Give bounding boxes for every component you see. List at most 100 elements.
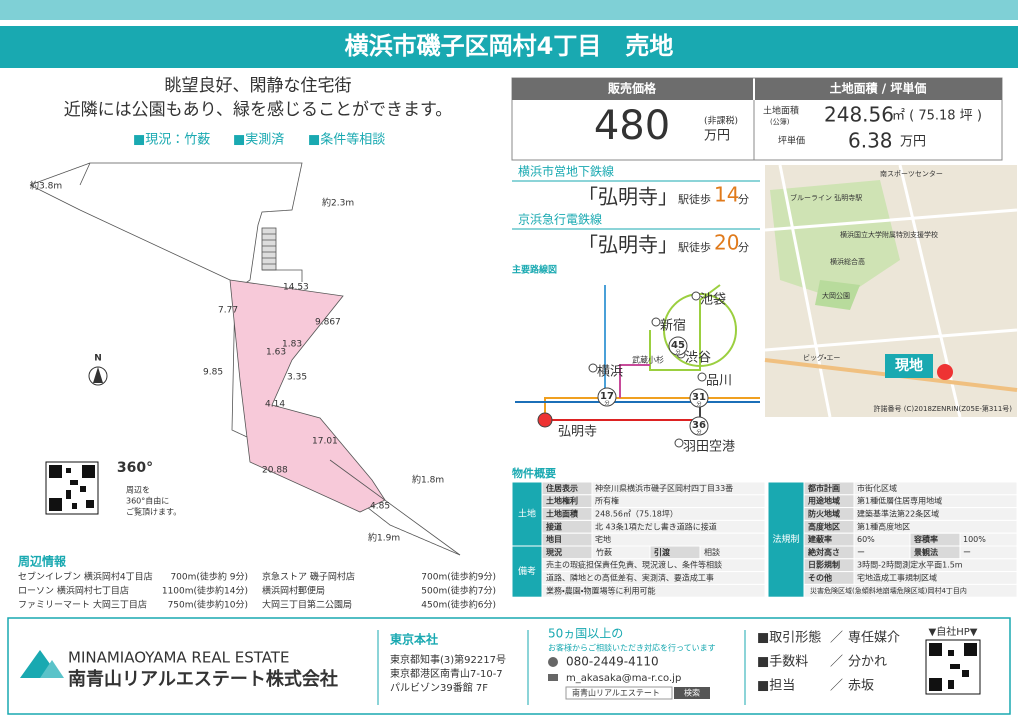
- term-label: ■手数料: [757, 655, 808, 670]
- time-badge: [689, 388, 709, 408]
- station-name: 武蔵小杉: [632, 355, 664, 365]
- tag: ■現況：竹薮: [133, 133, 210, 148]
- price-unit: 万円: [704, 129, 730, 144]
- price-header: 販売価格: [607, 81, 657, 96]
- term-sep: ／: [830, 631, 843, 646]
- station-dot: [651, 317, 661, 327]
- row-label: 防火地域: [808, 509, 840, 519]
- tag: ■実測済: [233, 132, 284, 148]
- area-label: 土地面積: [763, 105, 799, 117]
- 360-text: ご覧頂けます。: [126, 507, 181, 517]
- row-note: 災害危険区域(急傾斜地崩壊危険区域)岡村4丁目内: [810, 586, 967, 595]
- nearby-name: ファミリーマート 大岡三丁目店: [18, 599, 147, 611]
- mail-icon: [548, 674, 558, 681]
- dimension-label: 約3.8m: [30, 180, 62, 192]
- nearby-name: 横浜岡村郵便局: [262, 585, 325, 597]
- dimension-label: 9.85: [203, 368, 223, 378]
- status-cell: 引渡: [654, 547, 671, 557]
- nearby-name: セブンイレブン 横浜岡村4丁目店: [18, 571, 153, 583]
- category: 備考: [518, 565, 536, 577]
- 360-text: 周辺を: [126, 486, 150, 495]
- row-value: 3時間-2時間測定水平面1.5m: [857, 560, 963, 570]
- row-value: 60%: [857, 535, 875, 544]
- tag: ■条件等相談: [308, 132, 385, 148]
- price-tax: (非課税): [704, 115, 738, 127]
- table-cell: [511, 545, 543, 598]
- row-label: 絶対高さ: [807, 547, 840, 557]
- qr-code: [925, 639, 981, 695]
- dimension-label: 9.867: [315, 318, 341, 328]
- row-value: 建築基準法第22条区域: [857, 509, 939, 519]
- time-value: 31: [692, 392, 706, 403]
- time-unit: 分: [675, 349, 680, 356]
- footer-box: [7, 617, 1011, 715]
- nearby-name: ローソン 横浜岡村七丁目店: [18, 585, 129, 597]
- row-value: 所有権: [595, 496, 619, 506]
- term-label: ■担当: [757, 679, 795, 694]
- top-strip: [0, 0, 1018, 20]
- station: 「弘明寺」: [578, 233, 678, 257]
- logo: [20, 650, 64, 678]
- row-value: 第1種低層住居専用地域: [857, 496, 942, 506]
- table-cell: [767, 481, 805, 598]
- area-unit: ㎡ ( 75.18 坪 ): [892, 109, 982, 124]
- contact-lead: 50ヵ国以上の: [548, 627, 623, 641]
- phone-icon: [548, 657, 558, 667]
- walk-unit: 分: [738, 193, 749, 206]
- term-value: 専任媒介: [848, 631, 900, 646]
- term-sep: ／: [830, 679, 843, 694]
- row-label: 容積率: [914, 534, 938, 544]
- category: 法規制: [772, 533, 799, 545]
- row-label: 日影規制: [808, 560, 840, 570]
- land-header-bg: [755, 78, 1002, 100]
- dimension-label: 17.01: [312, 437, 338, 447]
- 360-badge: 360°: [117, 460, 153, 476]
- title: 横浜市磯子区岡村4丁目 売地: [345, 32, 674, 60]
- term-value: 赤坂: [848, 679, 874, 694]
- area-value: 248.56: [824, 103, 894, 127]
- nearby-name: 京急ストア 磯子岡村店: [262, 571, 355, 583]
- 360-text: 360°自由に: [126, 496, 169, 506]
- table-cell: [591, 532, 766, 547]
- nearby-distance: 1100m(徒歩約14分): [162, 585, 248, 597]
- time-badge: [597, 387, 617, 407]
- row-label: 接道: [545, 521, 562, 531]
- map-label: 横浜国立大学附属特別支援学校: [840, 230, 938, 239]
- row-label: その他: [808, 573, 832, 583]
- nearby-distance: 500m(徒歩約7分): [421, 585, 496, 597]
- rail-line: 横浜市営地下鉄線: [518, 164, 614, 179]
- time-badge: [689, 416, 709, 436]
- walk-minutes: 14: [714, 183, 739, 207]
- row-label: 景観法: [914, 547, 938, 557]
- time-badge: [668, 336, 688, 356]
- station-name: 品川: [706, 374, 732, 389]
- walk-label: 駅徒歩: [678, 192, 711, 206]
- search-text: 南青山リアルエステート: [572, 688, 660, 698]
- dimension-label: 3.35: [287, 373, 307, 383]
- note: 道路、隣地との高低差有、実測済、要造成工事: [546, 573, 714, 583]
- station-name: 渋谷: [685, 351, 711, 366]
- search-box: [565, 686, 673, 700]
- station-name: 新宿: [660, 319, 686, 334]
- time-value: 17: [600, 391, 614, 402]
- phone: 080-2449-4110: [566, 655, 659, 669]
- office-line: 東京都港区南青山7-10-7: [390, 667, 503, 680]
- dimension-label: 1.83: [282, 340, 302, 350]
- row-label: 高度地区: [808, 521, 840, 531]
- time-value: 45: [671, 340, 685, 351]
- title-band: [0, 26, 1018, 68]
- north-arrow: [88, 366, 108, 386]
- row-label: 建蔽率: [807, 534, 832, 544]
- station-dot: [588, 363, 598, 373]
- walk-unit: 分: [738, 241, 749, 254]
- station-name: 弘明寺: [558, 425, 597, 440]
- email: m_akasaka@ma-r.co.jp: [566, 673, 681, 684]
- nearby-distance: 700m(徒歩約 9分): [170, 571, 248, 583]
- office-title: 東京本社: [390, 632, 438, 647]
- station-name: 池袋: [700, 293, 726, 308]
- time-unit: 分: [604, 400, 609, 407]
- row-value: 北 43条1項ただし書き道路に接道: [595, 521, 717, 531]
- dimension-label: 7.77: [218, 306, 238, 316]
- tagline: 近隣には公園もあり、緑を感じることができます。: [64, 100, 453, 120]
